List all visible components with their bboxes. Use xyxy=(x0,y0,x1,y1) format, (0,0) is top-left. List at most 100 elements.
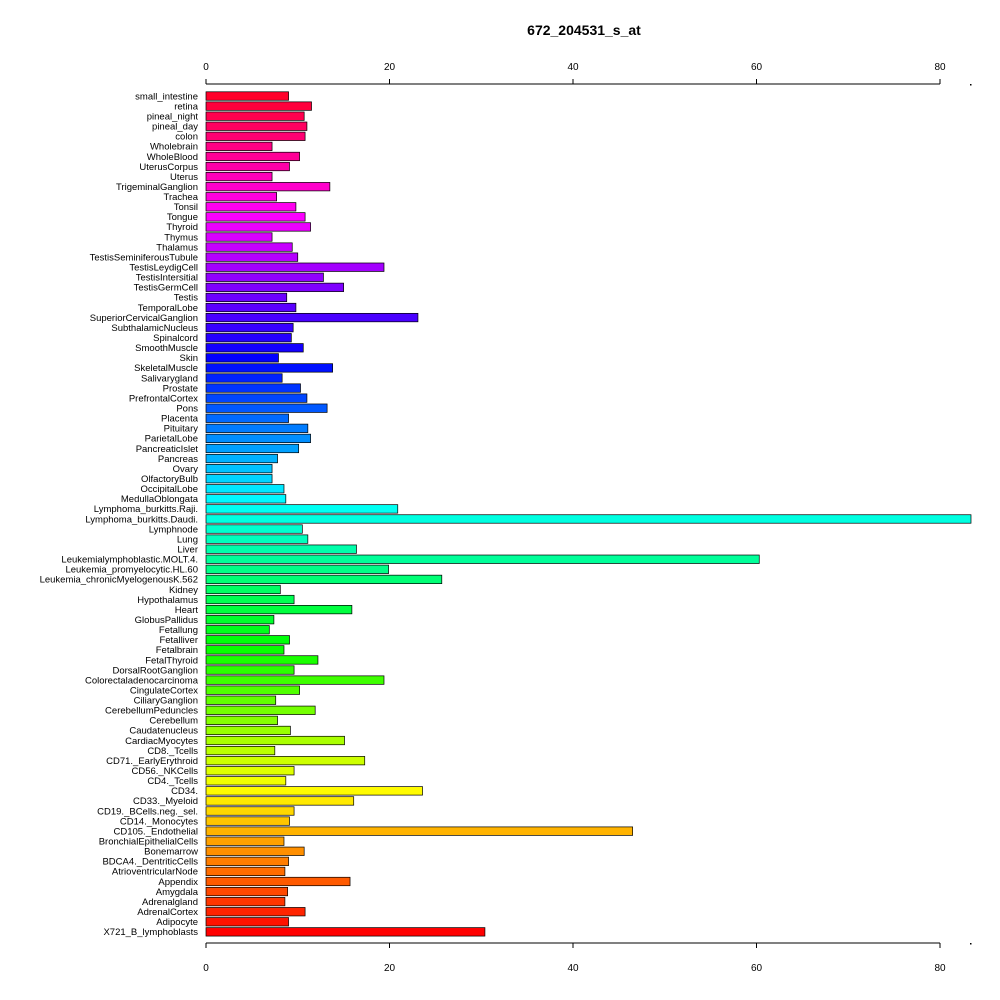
category-label: CD14._Monocytes xyxy=(120,816,198,827)
bar xyxy=(205,353,279,363)
bar xyxy=(205,363,333,373)
category-label: Hypothalamus xyxy=(137,595,198,606)
bar xyxy=(205,756,366,766)
category-label: Heart xyxy=(175,605,199,616)
category-label: Prostate xyxy=(163,383,198,394)
bar xyxy=(205,111,305,121)
category-label: Thalamus xyxy=(156,242,198,253)
category-label: Thyroid xyxy=(166,222,198,233)
bar xyxy=(205,897,286,907)
bottom-tick-label: 40 xyxy=(567,963,579,974)
bar xyxy=(205,292,288,303)
category-label: Spinalcord xyxy=(153,333,198,344)
bar xyxy=(205,856,289,866)
bar xyxy=(205,907,306,917)
bar xyxy=(205,645,285,655)
category-label: Skin xyxy=(180,353,198,364)
bar xyxy=(205,735,345,746)
bar xyxy=(205,141,273,151)
category-label: Fetalliver xyxy=(159,635,198,646)
category-label: Fetalbrain xyxy=(156,645,198,656)
category-label: Pituitary xyxy=(164,424,199,435)
bar xyxy=(205,282,344,292)
bar xyxy=(205,433,311,443)
category-label: Amygdala xyxy=(156,887,199,898)
category-labels-group: small_intestineretinapineal_nightpineal_… xyxy=(40,91,199,938)
category-label: Kidney xyxy=(169,585,198,596)
top-tick-label: 0 xyxy=(203,62,209,73)
category-label: UterusCorpus xyxy=(139,162,198,173)
category-label: Uterus xyxy=(170,172,198,183)
category-label: Leukemia_promyelocytic.HL.60 xyxy=(65,565,198,576)
category-label: BDCA4._DentriticCells xyxy=(102,857,198,868)
bar xyxy=(205,594,295,605)
bar xyxy=(205,635,290,645)
category-label: Lymphoma_burkitts.Raji. xyxy=(94,504,198,515)
bar xyxy=(205,474,273,484)
category-label: CD19._BCells.neg._sel. xyxy=(97,806,198,817)
bar xyxy=(205,131,306,141)
bar xyxy=(205,816,290,826)
bar xyxy=(205,574,443,584)
category-label: Adrenalgland xyxy=(142,897,198,908)
bar xyxy=(205,846,305,856)
bar xyxy=(205,806,295,816)
category-label: TestisIntersitial xyxy=(136,273,198,284)
bar xyxy=(205,262,385,272)
bar xyxy=(205,272,324,282)
category-label: CD105._Endothelial xyxy=(113,826,198,837)
category-label: TrigeminalGanglion xyxy=(116,182,198,193)
category-label: TestisSeminiferousTubule xyxy=(90,252,198,263)
category-label: Liver xyxy=(177,544,198,555)
bar xyxy=(205,101,312,111)
category-label: GlobusPallidus xyxy=(135,615,199,626)
chart-title: 672_204531_s_at xyxy=(527,22,641,38)
bar xyxy=(205,584,281,595)
bar xyxy=(205,564,389,574)
bar xyxy=(205,222,311,232)
category-label: Lymphnode xyxy=(149,524,198,535)
top-x-axis: 0 20 40 60 80 xyxy=(203,62,972,86)
category-label: Tonsil xyxy=(174,202,198,213)
category-label: PancreaticIslet xyxy=(136,444,199,455)
category-label: CD34. xyxy=(171,786,198,797)
category-label: colon xyxy=(175,132,198,143)
bar xyxy=(205,373,283,383)
category-label: AtrioventricularNode xyxy=(112,867,198,878)
category-label: Fetallung xyxy=(159,625,198,636)
bar xyxy=(205,665,295,675)
bar xyxy=(205,625,270,635)
category-label: OlfactoryBulb xyxy=(141,474,198,485)
category-label: X721_B_lymphoblasts xyxy=(103,927,198,938)
category-label: Salivarygland xyxy=(141,373,198,384)
bar xyxy=(205,484,285,494)
bar xyxy=(205,252,299,262)
category-label: Adipocyte xyxy=(156,917,198,928)
bar xyxy=(205,91,289,101)
bars-group xyxy=(205,91,972,937)
category-label: Pancreas xyxy=(158,454,198,465)
bar xyxy=(205,333,292,343)
bar xyxy=(205,423,309,433)
bar xyxy=(205,232,273,242)
bar xyxy=(205,917,289,927)
bottom-tick-label: 60 xyxy=(751,963,763,974)
bar xyxy=(205,302,297,313)
bar xyxy=(205,705,316,715)
category-label: CardiacMyocytes xyxy=(125,736,198,747)
category-label: ParietalLobe xyxy=(145,434,198,445)
category-label: Testis xyxy=(174,293,199,304)
category-label: pineal_night xyxy=(147,111,199,122)
bar xyxy=(205,182,331,192)
category-label: CD56._NKCells xyxy=(131,766,198,777)
bar xyxy=(205,393,308,403)
bar xyxy=(205,776,287,786)
bar xyxy=(205,615,275,625)
category-label: CD4._Tcells xyxy=(147,776,198,787)
category-label: Lymphoma_burkitts.Daudi. xyxy=(85,514,198,525)
bar xyxy=(205,534,309,544)
bar xyxy=(205,212,306,222)
bar xyxy=(205,836,285,846)
category-label: CD71._EarlyErythroid xyxy=(106,756,198,767)
bottom-x-axis: 0 20 40 60 80 xyxy=(203,942,972,974)
